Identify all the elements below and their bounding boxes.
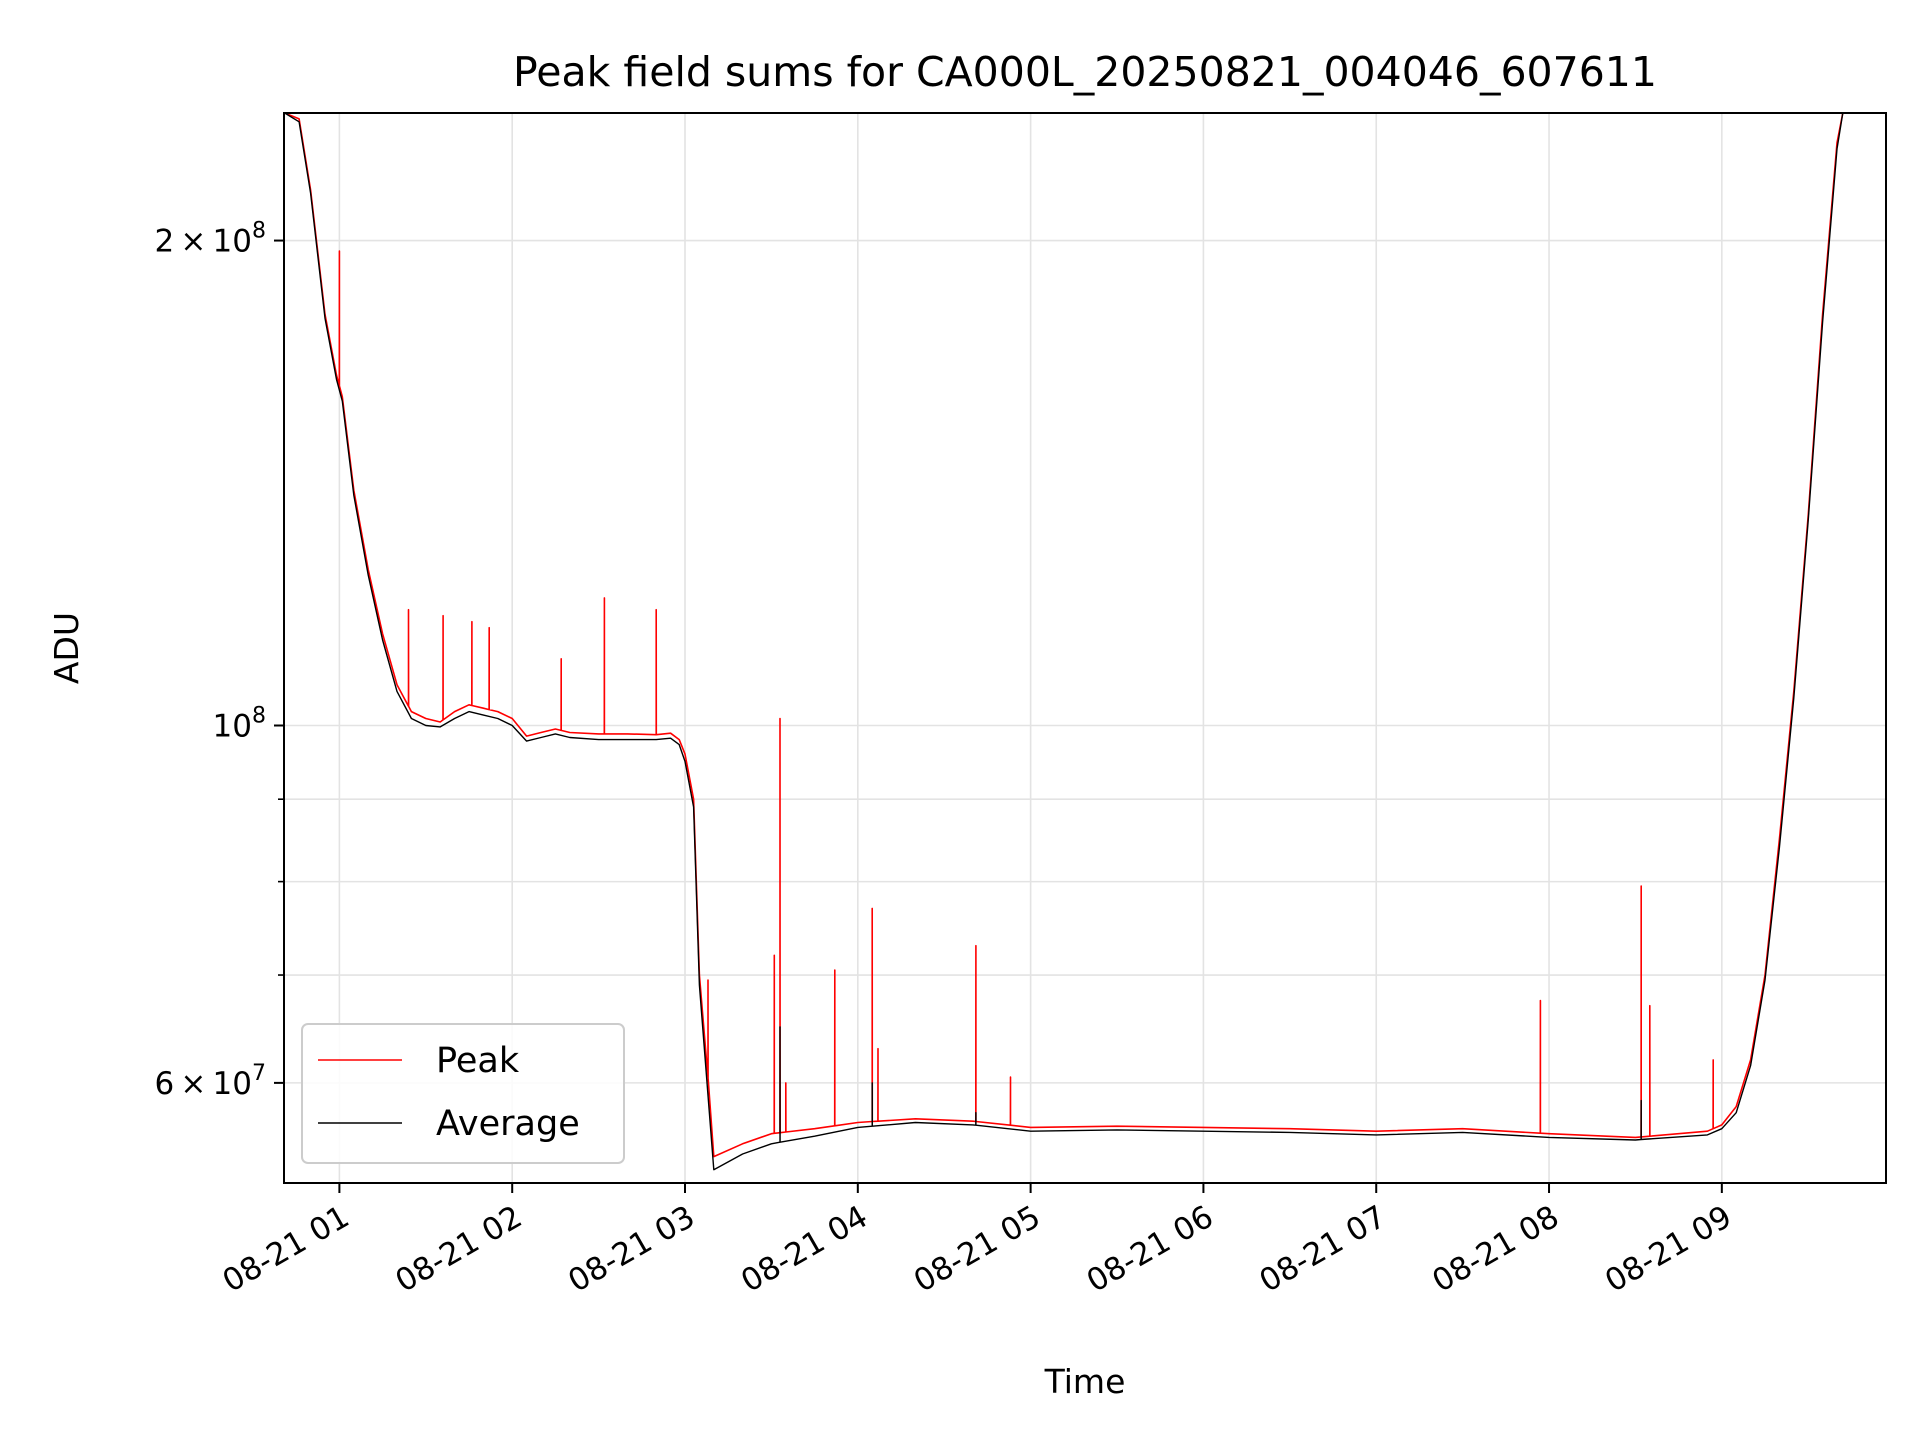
series-line-average — [284, 113, 1844, 1171]
y-axis-label: ADU — [47, 612, 86, 684]
series-layer — [284, 113, 1844, 1171]
chart-title: Peak field sums for CA000L_20250821_0040… — [513, 48, 1657, 96]
x-tick-label: 08-21 07 — [1254, 1199, 1393, 1300]
legend-label-average: Average — [436, 1104, 580, 1144]
grid — [284, 113, 1886, 1183]
y-tick-label: 108 — [213, 703, 266, 744]
y-tick-label: 2 × 108 — [154, 219, 266, 260]
legend-label-peak: Peak — [436, 1041, 520, 1081]
x-tick-label: 08-21 05 — [908, 1199, 1047, 1300]
x-axis-label: Time — [1044, 1362, 1126, 1401]
x-tick-label: 08-21 09 — [1599, 1199, 1738, 1300]
plot-area — [284, 113, 1844, 1171]
plot-frame — [283, 112, 1887, 1184]
series-line-peak — [284, 113, 1844, 1158]
legend-box — [301, 1023, 625, 1164]
x-tick-label: 08-21 03 — [562, 1199, 701, 1300]
x-tick-label: 08-21 04 — [735, 1199, 874, 1300]
x-axis: 08-21 01 08-21 02 08-21 03 08-21 04 08-21 05… — [217, 1183, 1738, 1300]
y-axis: 2 × 108 108 6 × 107 — [154, 219, 284, 1102]
y-tick-label: 6 × 107 — [154, 1061, 266, 1102]
legend: Peak Average — [301, 1023, 625, 1164]
x-tick-label: 08-21 08 — [1426, 1199, 1565, 1300]
x-tick-label: 08-21 02 — [389, 1199, 528, 1300]
x-tick-label: 08-21 06 — [1081, 1199, 1220, 1300]
x-tick-label: 08-21 01 — [217, 1199, 356, 1300]
